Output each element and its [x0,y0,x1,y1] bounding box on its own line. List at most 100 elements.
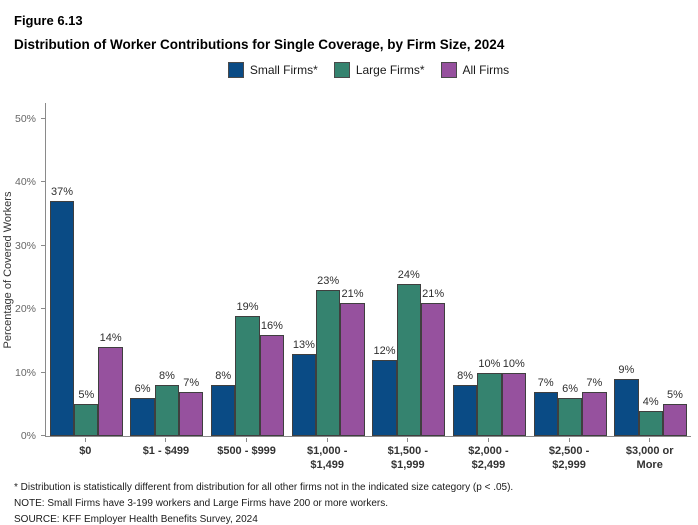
x-tick-slot [287,437,368,442]
y-tick-label: 20% [14,303,36,316]
bar-value-label: 37% [50,186,73,199]
bar-value-label: 8% [215,370,232,383]
bar-cell: 7% [179,103,204,436]
bar-group: 37% 5% 14% [46,103,127,436]
x-tick-slot [45,437,126,442]
bar-value-label: 9% [618,363,635,376]
bar-cell: 21% [420,103,446,436]
bar [49,201,75,436]
legend-label: Large Firms* [355,63,425,77]
bar-cell: 24% [396,103,421,436]
bar [74,404,99,436]
legend-item: Small Firms* [227,62,318,78]
bar-row: 9% 4% 5% [614,103,688,436]
bar-cell: 8% [452,103,478,436]
x-tick-slot [206,437,287,442]
x-category-label: $500 - $999 [217,445,276,457]
x-tick-mark [487,437,489,442]
bar-cell: 6% [130,103,155,436]
bar-cell: 7% [582,103,607,436]
bar [340,302,365,436]
bar-value-label: 12% [373,344,396,357]
x-tick-slot [609,437,690,442]
bar-row: 6% 8% 7% [130,103,204,436]
bar [533,391,558,436]
bar [98,347,123,436]
bar-cell: 4% [638,103,663,436]
bar [259,334,285,436]
bar-cell: 10% [477,103,502,436]
legend-swatch [227,62,244,78]
bar-value-label: 23% [317,275,340,288]
figure-title: Distribution of Worker Contributions for… [14,37,505,52]
bar-cell: 10% [501,103,526,436]
bar-group: 13% 23% 21% [288,103,369,436]
legend-swatch [440,62,457,78]
bar-row: 7% 6% 7% [533,103,607,436]
bar [638,410,663,436]
x-category-label: $1 - $499 [142,445,190,457]
bar [420,302,446,436]
legend-swatch [333,62,350,78]
footnote-source: SOURCE: KFF Employer Health Benefits Sur… [14,514,258,525]
bar-value-label: 5% [667,389,683,402]
footnote-asterisk: * Distribution is statistically differen… [14,482,514,493]
bar [501,372,526,436]
bar-cell: 13% [291,103,317,436]
footnotes: * Distribution is statistically differen… [14,480,690,525]
y-tick-mark [41,371,45,373]
bar-value-label: 8% [158,370,175,383]
y-tick-mark [41,117,45,119]
bar-cell: 12% [372,103,397,436]
footnote-note: NOTE: Small Firms have 3-199 workers and… [14,498,389,509]
bar-group: 9% 4% 5% [610,103,691,436]
plot-area: 37% 5% 14% 6% 8% 7% 8% 19% 16% 13% 23% 21% 12% 24% 21%… [45,103,691,437]
bar [557,397,583,436]
bar-cell: 9% [614,103,639,436]
x-tick-slot [126,437,207,442]
bar [154,385,180,436]
y-tick-label: 50% [14,112,36,125]
bar [179,391,204,436]
x-tick-slot [529,437,610,442]
y-tick-label: 40% [14,176,36,189]
bar-row: 8% 10% 10% [452,103,526,436]
bar [235,315,260,436]
y-tick-label: 30% [14,239,36,252]
bar [477,372,502,436]
bar [372,359,397,436]
bar-value-label: 24% [397,268,420,281]
y-tick-mark [41,181,45,183]
bar-value-label: 7% [537,376,554,389]
x-tick-mark [649,437,651,442]
x-tick-mark [407,437,409,442]
x-category-label: $0 [79,445,92,457]
bar-cell: 37% [49,103,75,436]
bar-value-label: 10% [478,357,501,370]
bar-cell: 5% [74,103,99,436]
bar-row: 13% 23% 21% [291,103,365,436]
bar-value-label: 13% [292,338,315,351]
bar-value-label: 6% [134,382,151,395]
bar-value-label: 10% [502,357,525,370]
legend-item: Large Firms* [333,62,425,78]
bar-cell: 19% [235,103,260,436]
bar [316,290,341,436]
legend-item: All Firms [440,62,509,78]
figure-number: Figure 6.13 [14,13,83,28]
bar-value-label: 21% [341,287,364,300]
bar-value-label: 16% [260,319,283,332]
chart-legend: Small Firms* Large Firms* All Firms [45,62,692,78]
x-tick-mark [246,437,248,442]
bar-cell: 16% [259,103,285,436]
x-axis-labels: $0 $1 - $499 $500 - $999 $1,000 - $1,499 $1,… [45,444,690,473]
x-axis-ticks [45,437,690,442]
x-category-label: $3,000 or More [625,445,674,472]
bar-cell: 14% [98,103,123,436]
bar-row: 12% 24% 21% [372,103,446,436]
x-tick-slot [448,437,529,442]
bar-group: 8% 19% 16% [207,103,288,436]
y-tick-label: 10% [14,366,36,379]
bar-value-label: 4% [642,395,659,408]
